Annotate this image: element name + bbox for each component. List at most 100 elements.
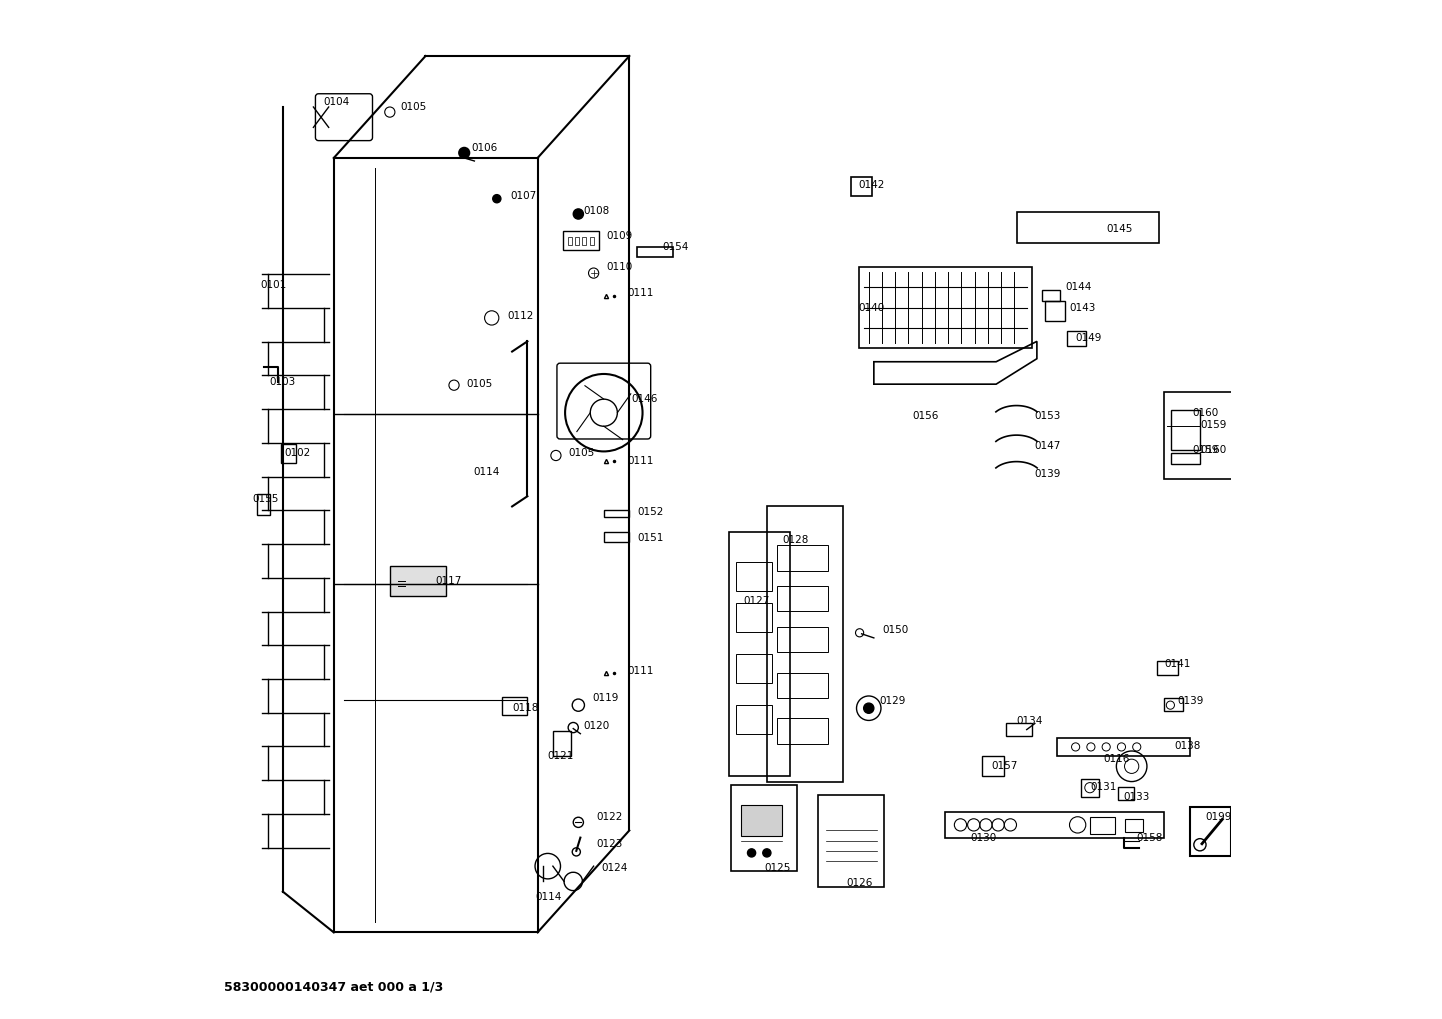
Bar	[604, 532, 629, 542]
Bar	[818, 795, 884, 887]
Bar	[945, 812, 1164, 838]
Bar	[1190, 807, 1230, 856]
Text: 0126: 0126	[846, 878, 872, 889]
Text: 0145: 0145	[1106, 224, 1132, 234]
Text: 0119: 0119	[593, 693, 619, 703]
Bar	[1057, 738, 1190, 756]
Text: 0134: 0134	[1017, 716, 1043, 727]
Bar	[1090, 817, 1115, 834]
Text: 0139: 0139	[1178, 696, 1204, 706]
Text: 0111: 0111	[627, 288, 653, 299]
Text: 0160: 0160	[1200, 445, 1226, 455]
Text: 0102: 0102	[286, 448, 311, 459]
Bar	[1119, 787, 1133, 800]
Bar	[777, 673, 828, 698]
Text: 0105: 0105	[568, 448, 594, 459]
Text: 0118: 0118	[512, 703, 538, 713]
Text: 0199: 0199	[1206, 812, 1231, 822]
Bar	[1164, 698, 1182, 711]
Circle shape	[459, 147, 470, 159]
Bar	[590, 237, 594, 245]
Text: 0147: 0147	[1035, 441, 1061, 451]
Bar	[1164, 392, 1240, 479]
Text: 0116: 0116	[1103, 754, 1129, 764]
Bar	[737, 705, 771, 734]
Text: 0114: 0114	[535, 892, 562, 902]
Bar	[568, 237, 572, 245]
Bar	[1080, 779, 1099, 797]
Bar	[777, 627, 828, 652]
Text: 0155: 0155	[252, 494, 278, 504]
Bar	[1067, 331, 1086, 346]
Text: 0123: 0123	[597, 839, 623, 849]
Text: 0140: 0140	[858, 303, 885, 313]
Text: 0104: 0104	[323, 97, 350, 107]
Bar	[1045, 301, 1066, 321]
Circle shape	[574, 209, 584, 219]
Text: 0143: 0143	[1070, 303, 1096, 313]
Text: 0110: 0110	[607, 262, 633, 272]
Text: 0146: 0146	[632, 394, 658, 405]
Text: 0117: 0117	[435, 576, 461, 586]
Bar	[1171, 453, 1200, 464]
Text: 0109: 0109	[607, 231, 633, 242]
Text: 0157: 0157	[991, 761, 1018, 771]
Text: 0138: 0138	[1174, 741, 1201, 751]
Bar	[281, 444, 296, 463]
Text: 0153: 0153	[1035, 411, 1061, 421]
Bar	[389, 566, 446, 596]
Circle shape	[747, 849, 756, 857]
Text: 0105: 0105	[466, 379, 493, 389]
Bar	[737, 562, 771, 591]
Circle shape	[493, 195, 500, 203]
Bar	[604, 510, 629, 517]
Bar	[1156, 661, 1178, 675]
Bar	[741, 805, 782, 836]
Circle shape	[763, 849, 771, 857]
Bar	[552, 731, 571, 756]
Text: 0150: 0150	[883, 625, 908, 635]
Bar	[858, 267, 1032, 348]
Text: 0159: 0159	[1200, 420, 1226, 430]
Text: 0128: 0128	[782, 535, 809, 545]
Bar	[737, 603, 771, 632]
Text: 0125: 0125	[764, 863, 792, 873]
Text: 0149: 0149	[1076, 333, 1102, 343]
Text: 0111: 0111	[627, 455, 653, 466]
Bar	[737, 654, 771, 683]
Bar	[777, 586, 828, 611]
Text: 0154: 0154	[662, 242, 688, 252]
Text: 0106: 0106	[472, 143, 497, 153]
Bar	[502, 697, 528, 715]
Text: 0111: 0111	[627, 665, 653, 676]
Bar	[637, 247, 673, 257]
Bar	[851, 177, 872, 196]
Text: 0129: 0129	[880, 696, 906, 706]
Text: 0144: 0144	[1066, 282, 1092, 292]
Bar	[1017, 212, 1159, 243]
Text: 0103: 0103	[270, 377, 296, 387]
Text: 0133: 0133	[1123, 792, 1149, 802]
Text: 0114: 0114	[473, 467, 500, 477]
Text: 0156: 0156	[913, 411, 939, 421]
Text: 0159: 0159	[1193, 445, 1218, 455]
Text: 0107: 0107	[510, 191, 536, 201]
Text: 0142: 0142	[858, 180, 885, 191]
Circle shape	[864, 703, 874, 713]
Text: 0121: 0121	[548, 751, 574, 761]
Text: 0130: 0130	[970, 833, 996, 843]
Bar	[777, 545, 828, 571]
Text: 0122: 0122	[597, 812, 623, 822]
Text: 0141: 0141	[1164, 659, 1191, 669]
Bar	[1171, 410, 1200, 450]
Text: 0124: 0124	[601, 863, 629, 873]
Text: 0139: 0139	[1035, 469, 1061, 479]
Bar	[575, 237, 580, 245]
Text: 0105: 0105	[399, 102, 427, 112]
Bar	[982, 756, 1004, 776]
Bar	[583, 237, 587, 245]
Text: 0120: 0120	[584, 720, 610, 731]
Bar	[1043, 290, 1060, 301]
Bar	[767, 506, 844, 782]
Text: 0160: 0160	[1193, 408, 1218, 418]
